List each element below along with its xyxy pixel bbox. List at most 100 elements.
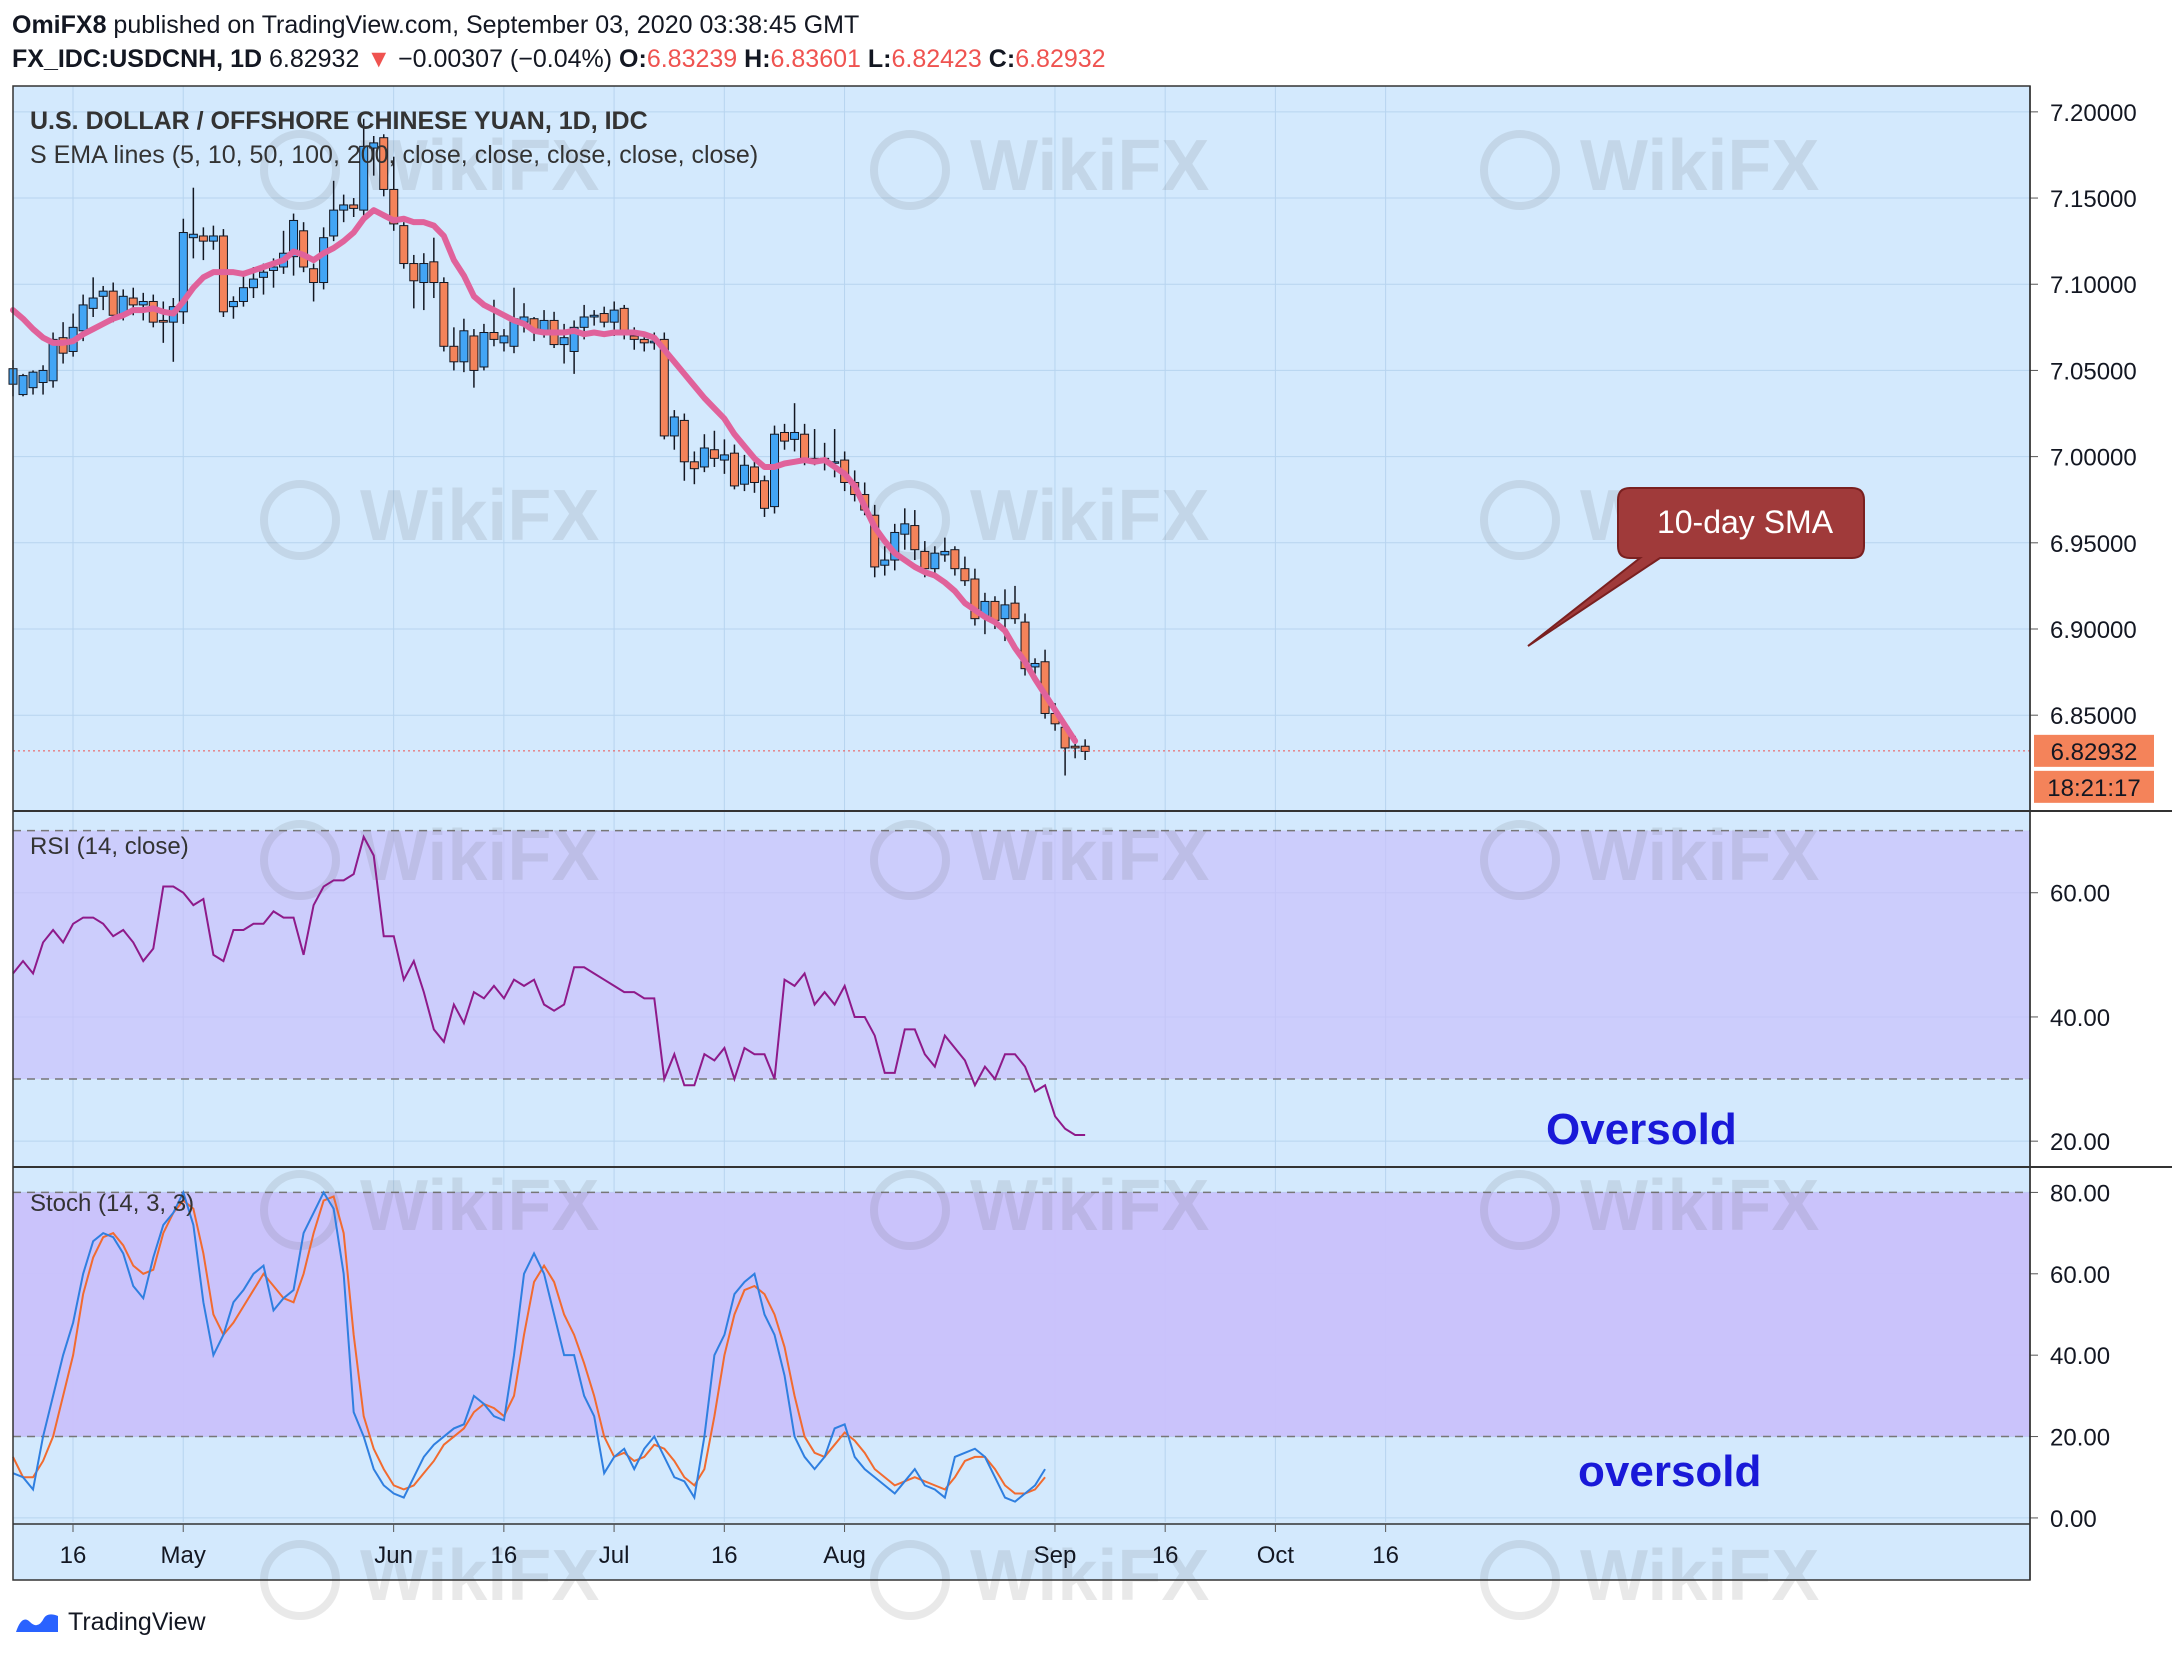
- candle-body: [1070, 745, 1080, 749]
- candle-90: [910, 510, 920, 561]
- candle-body: [599, 313, 609, 323]
- tradingview-footer[interactable]: TradingView: [14, 1602, 206, 1642]
- candle-body: [439, 282, 449, 347]
- price-change: −0.00307 (−0.04%): [398, 45, 613, 73]
- candle-66: [669, 410, 679, 450]
- high-label: H:: [744, 45, 771, 73]
- candle-39: [399, 222, 409, 269]
- brand-label: TradingView: [68, 1607, 206, 1636]
- candle-96: [970, 568, 980, 626]
- candle-19: [198, 227, 208, 261]
- stoch-oversold-label: oversold: [1578, 1447, 1761, 1496]
- x-tick-label: May: [161, 1542, 206, 1569]
- candle-body: [729, 452, 739, 487]
- watermark-text: WikiFX: [1580, 1166, 1819, 1246]
- candle-body: [459, 330, 469, 363]
- candle-body: [950, 549, 960, 570]
- candle-34: [349, 198, 359, 218]
- candle-74: [749, 460, 759, 493]
- candle-body: [208, 235, 218, 242]
- y-tick-label: 40.00: [2050, 1343, 2110, 1370]
- watermark-text: WikiFX: [1580, 126, 1819, 206]
- high-value: 6.83601: [770, 45, 861, 73]
- candle-47: [479, 323, 489, 371]
- low-value: 6.82423: [891, 45, 982, 73]
- candle-body: [48, 338, 58, 382]
- last-price-badge-text: 6.82932: [2051, 739, 2138, 766]
- y-tick-label: 6.95000: [2050, 531, 2137, 558]
- watermark: WikiFX: [260, 476, 599, 560]
- annotations: 10-day SMA Oversold oversold: [1527, 487, 1865, 1496]
- y-tick-label: 20.00: [2050, 1129, 2110, 1156]
- symbol-label[interactable]: FX_IDC:USDCNH, 1D: [12, 45, 263, 73]
- candle-body: [499, 335, 509, 344]
- y-tick-label: 60.00: [2050, 881, 2110, 908]
- stoch-k-line: [12, 1189, 1046, 1503]
- candle-body: [669, 416, 679, 437]
- candle-68: [689, 451, 699, 485]
- author-name[interactable]: OmiFX8: [12, 11, 107, 39]
- price-pane-title: U.S. DOLLAR / OFFSHORE CHINESE YUAN, 1D,…: [30, 107, 648, 135]
- watermark: WikiFX: [260, 126, 599, 210]
- candle-73: [739, 454, 749, 492]
- candle-body: [880, 559, 890, 566]
- last-price: 6.82932: [268, 45, 360, 73]
- candle-body: [709, 449, 719, 459]
- candle-100: [1010, 585, 1020, 624]
- candle-67: [679, 413, 689, 481]
- candle-body: [679, 419, 689, 463]
- stoch-pane[interactable]: [12, 1189, 1046, 1503]
- candle-body: [379, 137, 389, 190]
- candle-body: [188, 233, 198, 239]
- rsi-pane[interactable]: [12, 834, 1086, 1136]
- stoch-pane-title: Stoch (14, 3, 3): [30, 1190, 194, 1217]
- candle-body: [309, 268, 319, 284]
- candle-body: [269, 266, 279, 271]
- watermark-text: WikiFX: [970, 1166, 1209, 1246]
- y-tick-label: 7.15000: [2050, 186, 2137, 213]
- y-tick-label: 7.00000: [2050, 445, 2137, 472]
- y-tick-label: 60.00: [2050, 1262, 2110, 1289]
- candle-46: [469, 329, 479, 388]
- candle-107: [1080, 739, 1090, 761]
- watermark-text: WikiFX: [360, 476, 599, 556]
- chart-header: OmiFX8 published on TradingView.com, Sep…: [12, 8, 1106, 76]
- candle-37: [379, 134, 389, 197]
- candle-body: [1080, 745, 1090, 752]
- price-pane[interactable]: [8, 118, 2030, 776]
- candle-body: [960, 568, 970, 582]
- candle-body: [359, 145, 369, 211]
- candle-body: [108, 290, 118, 316]
- candle-body: [579, 316, 589, 328]
- y-tick-label: 6.90000: [2050, 617, 2137, 644]
- candle-body: [178, 232, 188, 313]
- watermark-text: WikiFX: [360, 816, 599, 896]
- callout-shape: [1527, 487, 1865, 647]
- countdown-badge-text: 18:21:17: [2047, 775, 2140, 802]
- last-price-badge: [2034, 734, 2154, 767]
- watermark-text: WikiFX: [970, 126, 1209, 206]
- candle-body: [339, 204, 349, 211]
- candle-body: [299, 230, 309, 268]
- candle-body: [910, 525, 920, 551]
- watermarks: WikiFX WikiFX WikiFX WikiFX WikiFX WikiFX Wiki…: [260, 126, 1819, 1620]
- watermark-text: WikiFX: [970, 476, 1209, 556]
- watermark-logo-icon: [870, 130, 950, 210]
- candle-41: [419, 253, 429, 311]
- candle-18: [188, 187, 198, 259]
- watermark-text: WikiFX: [360, 1166, 599, 1246]
- candle-body: [429, 261, 439, 284]
- band-fill: [13, 830, 2030, 1080]
- y-tick-label: 20.00: [2050, 1425, 2110, 1452]
- candle-body: [659, 338, 669, 437]
- x-tick-label: Jun: [374, 1542, 413, 1569]
- candle-body: [238, 287, 248, 302]
- x-tick-label: Sep: [1034, 1542, 1077, 1569]
- candle-33: [339, 194, 349, 223]
- candle-75: [760, 475, 769, 517]
- candle-92: [930, 546, 940, 578]
- watermark: WikiFX: [870, 1166, 1209, 1250]
- candle-69: [699, 434, 709, 473]
- candle-94: [950, 546, 960, 576]
